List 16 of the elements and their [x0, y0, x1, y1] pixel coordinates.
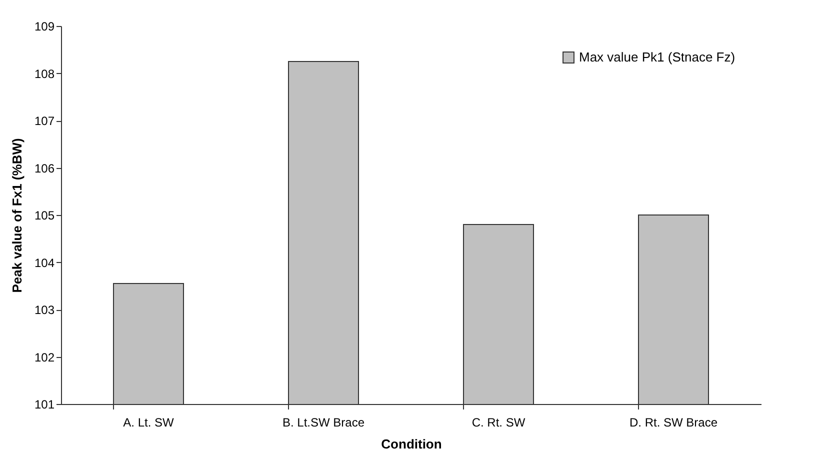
y-axis-title: Peak value of Fx1 (%BW)	[9, 138, 24, 293]
x-tick-label: D. Rt. SW Brace	[629, 416, 718, 430]
y-tick-label: 107	[34, 114, 55, 128]
x-axis-title: Condition	[381, 436, 442, 452]
y-tick-label: 109	[34, 20, 55, 34]
y-tick-label: 108	[34, 66, 55, 81]
x-tick-label: A. Lt. SW	[123, 416, 175, 430]
y-tick-label: 104	[34, 256, 55, 270]
y-tick-label: 102	[34, 350, 55, 364]
y-tick-label: 106	[34, 161, 55, 176]
legend-label: Max value Pk1 (Stnace Fz)	[579, 50, 736, 64]
x-tick-label: C. Rt. SW	[472, 416, 526, 430]
x-tick-label: B. Lt.SW Brace	[282, 416, 365, 430]
y-tick-label: 105	[34, 208, 55, 222]
y-tick-label: 101	[34, 398, 55, 412]
y-tick-label: 103	[34, 303, 55, 317]
